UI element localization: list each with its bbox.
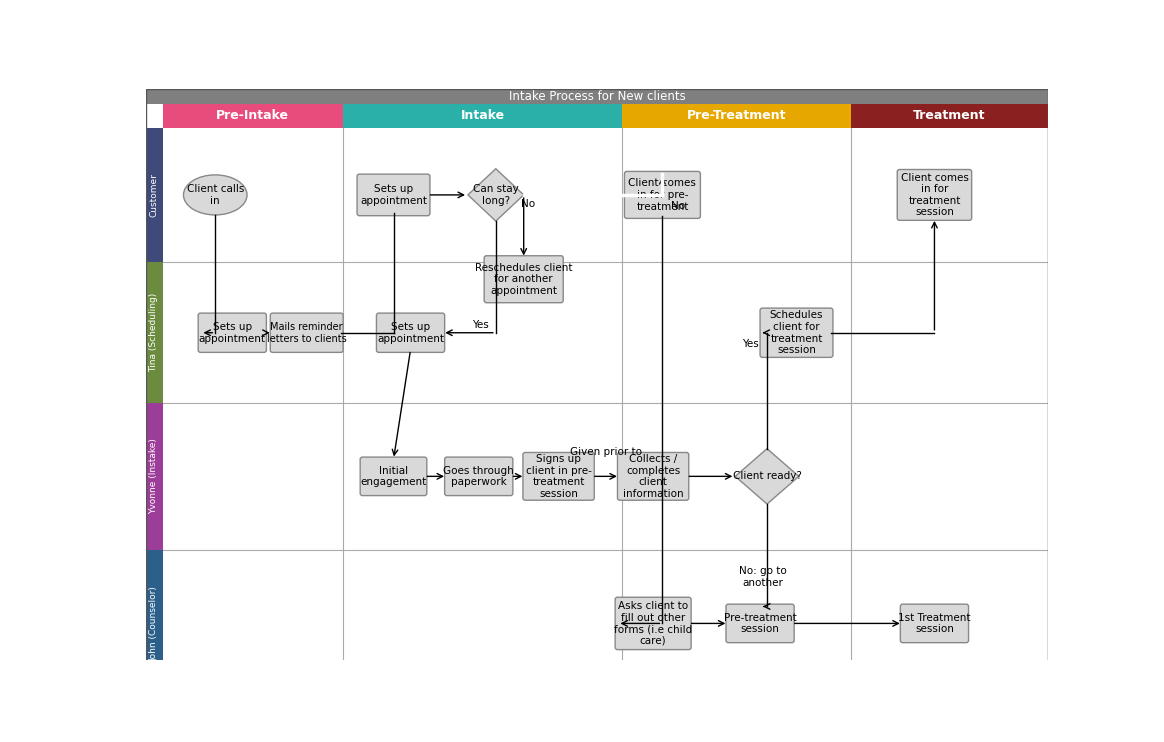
FancyBboxPatch shape — [357, 174, 430, 216]
FancyBboxPatch shape — [146, 89, 1049, 105]
FancyBboxPatch shape — [146, 403, 163, 550]
Text: Initial
engagement: Initial engagement — [361, 465, 427, 487]
FancyBboxPatch shape — [146, 128, 163, 262]
FancyBboxPatch shape — [445, 457, 513, 496]
Text: Schedules
client for
treatment
session: Schedules client for treatment session — [769, 310, 823, 355]
FancyBboxPatch shape — [900, 604, 968, 643]
Text: Reschedules client
for another
appointment: Reschedules client for another appointme… — [475, 263, 573, 296]
Text: Yvonne (Instake): Yvonne (Instake) — [149, 439, 158, 514]
FancyBboxPatch shape — [622, 105, 851, 128]
FancyBboxPatch shape — [270, 313, 343, 352]
Text: Tina (Scheduling): Tina (Scheduling) — [149, 293, 158, 372]
Text: 1st Treatment
session: 1st Treatment session — [899, 613, 971, 634]
Text: Mails reminder
letters to clients: Mails reminder letters to clients — [267, 322, 347, 344]
Text: No: No — [520, 199, 534, 209]
Text: Client ready?: Client ready? — [732, 471, 802, 482]
Text: Sets up
appointment: Sets up appointment — [360, 184, 427, 206]
Text: No: go to
another: No: go to another — [739, 566, 787, 588]
Text: Customer: Customer — [149, 173, 158, 217]
Text: Signs up
client in pre-
treatment
session: Signs up client in pre- treatment sessio… — [526, 454, 591, 499]
Text: Collects /
completes
client
information: Collects / completes client information — [623, 454, 683, 499]
Ellipse shape — [184, 175, 247, 215]
FancyBboxPatch shape — [523, 453, 595, 500]
Text: Treatment: Treatment — [914, 110, 986, 122]
FancyBboxPatch shape — [360, 457, 427, 496]
FancyBboxPatch shape — [146, 262, 163, 403]
Text: Sets up
appointment: Sets up appointment — [199, 322, 265, 344]
Text: Intake Process for New clients: Intake Process for New clients — [509, 91, 686, 103]
Text: Client comes
in for
treatment
session: Client comes in for treatment session — [901, 172, 968, 217]
Text: John (Counselor): John (Counselor) — [149, 586, 158, 661]
FancyBboxPatch shape — [198, 313, 267, 352]
Text: Client calls
in: Client calls in — [186, 184, 244, 206]
Text: Pre-Treatment: Pre-Treatment — [687, 110, 786, 122]
Text: Given prior to: Given prior to — [570, 447, 641, 457]
Polygon shape — [468, 168, 524, 221]
Text: Asks client to
fill out other
forms (i.e child
care): Asks client to fill out other forms (i.e… — [613, 601, 693, 646]
FancyBboxPatch shape — [163, 105, 343, 128]
FancyBboxPatch shape — [343, 105, 622, 128]
FancyBboxPatch shape — [760, 308, 833, 358]
Text: Can stay
long?: Can stay long? — [473, 184, 519, 206]
Text: Yes: Yes — [741, 338, 759, 349]
FancyBboxPatch shape — [726, 604, 794, 643]
FancyBboxPatch shape — [376, 313, 445, 352]
FancyBboxPatch shape — [146, 550, 163, 697]
FancyBboxPatch shape — [851, 105, 1049, 128]
Text: Yes: Yes — [471, 320, 489, 330]
Text: Pre-Intake: Pre-Intake — [217, 110, 290, 122]
FancyBboxPatch shape — [615, 597, 691, 649]
Text: Pre-treatment
session: Pre-treatment session — [724, 613, 796, 634]
Text: Intake: Intake — [461, 110, 505, 122]
FancyBboxPatch shape — [484, 256, 563, 303]
Text: Client comes
in for pre-
treatment: Client comes in for pre- treatment — [629, 178, 696, 211]
Text: Goes through
paperwork: Goes through paperwork — [443, 465, 514, 487]
FancyBboxPatch shape — [897, 169, 972, 220]
FancyBboxPatch shape — [624, 171, 701, 218]
FancyBboxPatch shape — [617, 453, 689, 500]
Text: No: No — [670, 202, 684, 211]
Polygon shape — [736, 449, 799, 504]
Text: Sets up
appointment: Sets up appointment — [377, 322, 443, 344]
